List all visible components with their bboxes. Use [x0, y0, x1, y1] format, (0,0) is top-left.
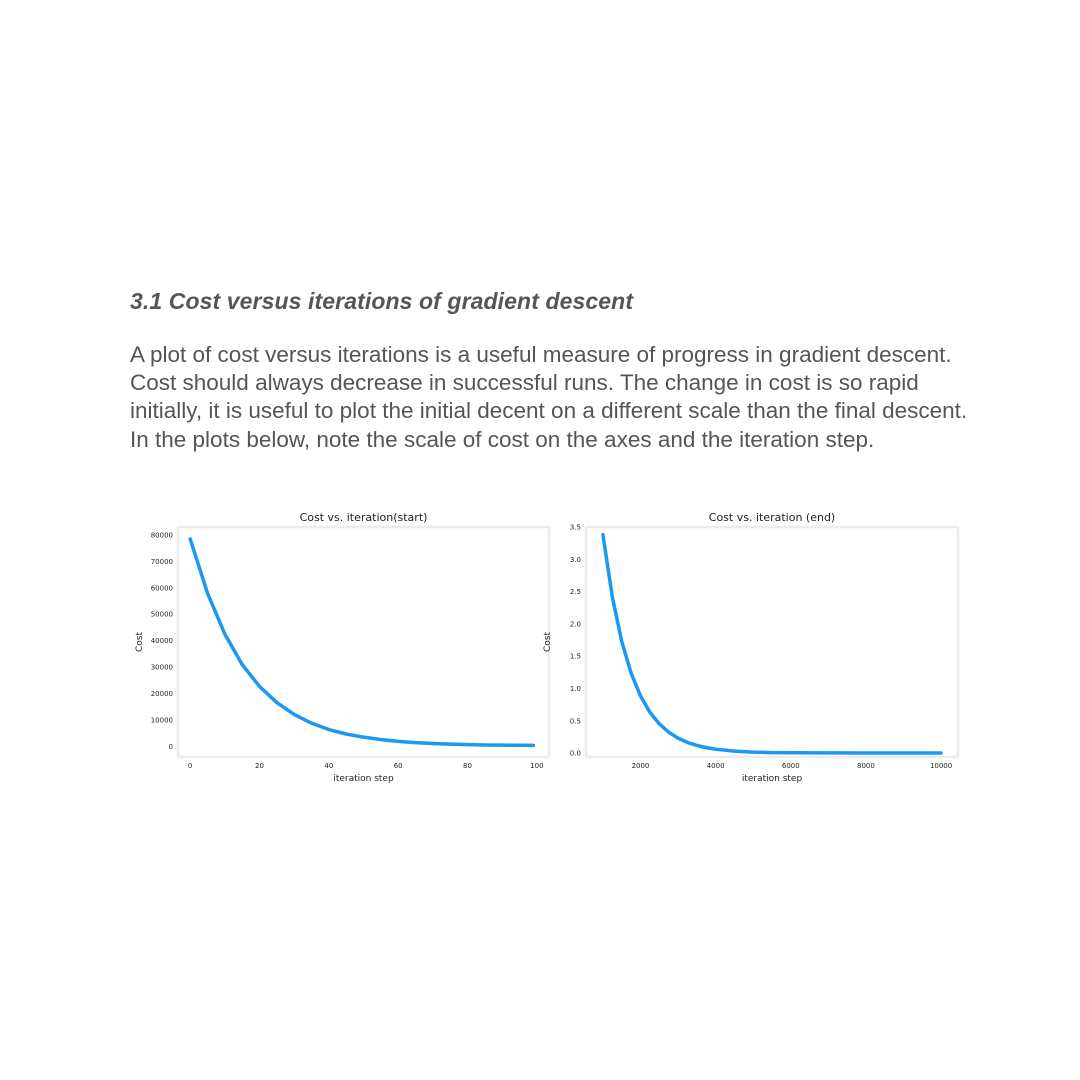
- axes-frame: [584, 525, 960, 759]
- y-tick-label: 1.0: [570, 685, 581, 693]
- y-tick-label: 70000: [151, 558, 173, 566]
- x-tick-label: 2000: [632, 762, 650, 770]
- y-tick-label: 1.5: [570, 653, 581, 661]
- y-axis-label: Cost: [543, 632, 553, 652]
- y-tick-label: 0.5: [570, 717, 581, 725]
- y-tick-label: 40000: [151, 637, 173, 645]
- y-axis-label: Cost: [135, 632, 145, 652]
- x-tick-label: 80: [463, 762, 472, 770]
- section-heading: 3.1 Cost versus iterations of gradient d…: [130, 288, 634, 314]
- series-line: [188, 537, 536, 748]
- y-tick-label: 30000: [151, 664, 173, 672]
- x-tick-label: 4000: [707, 762, 725, 770]
- x-tick-label: 40: [324, 762, 333, 770]
- axes-frame: [176, 525, 551, 759]
- chart-2: Cost vs. iteration (end) iteration step Co…: [543, 511, 960, 784]
- y-tick-label: 2.0: [570, 620, 581, 628]
- series-line: [601, 533, 943, 755]
- x-axis-label: iteration step: [742, 774, 803, 784]
- x-tick-label: 100: [530, 762, 543, 770]
- y-tick-label: 80000: [151, 531, 173, 539]
- x-tick-label: 20: [255, 762, 264, 770]
- chart-1: Cost vs. iteration(start) iteration step C…: [135, 511, 551, 784]
- y-tick-label: 2.5: [570, 588, 581, 596]
- section-description: A plot of cost versus iterations is a us…: [130, 342, 968, 452]
- x-tick-label: 8000: [857, 762, 875, 770]
- x-tick-label: 10000: [930, 762, 952, 770]
- y-tick-label: 0.0: [570, 750, 581, 758]
- x-tick-label: 6000: [782, 762, 800, 770]
- y-tick-label: 50000: [151, 611, 173, 619]
- y-tick-label: 10000: [151, 716, 173, 724]
- y-tick-label: 3.0: [570, 556, 581, 564]
- y-tick-label: 3.5: [570, 524, 581, 532]
- cost-plots-svg: Cost vs. iteration(start)iteration stepC…: [135, 511, 960, 784]
- figure-cost-plots: Cost vs. iteration(start) iteration step C…: [0, 500, 1080, 800]
- x-tick-label: 60: [394, 762, 403, 770]
- y-tick-label: 0: [169, 743, 173, 751]
- chart-title: Cost vs. iteration(start): [300, 511, 428, 524]
- x-axis-label: iteration step: [333, 774, 394, 784]
- chart-title: Cost vs. iteration (end): [709, 511, 835, 524]
- y-tick-label: 20000: [151, 690, 173, 698]
- x-tick-label: 0: [188, 762, 192, 770]
- y-tick-label: 60000: [151, 584, 173, 592]
